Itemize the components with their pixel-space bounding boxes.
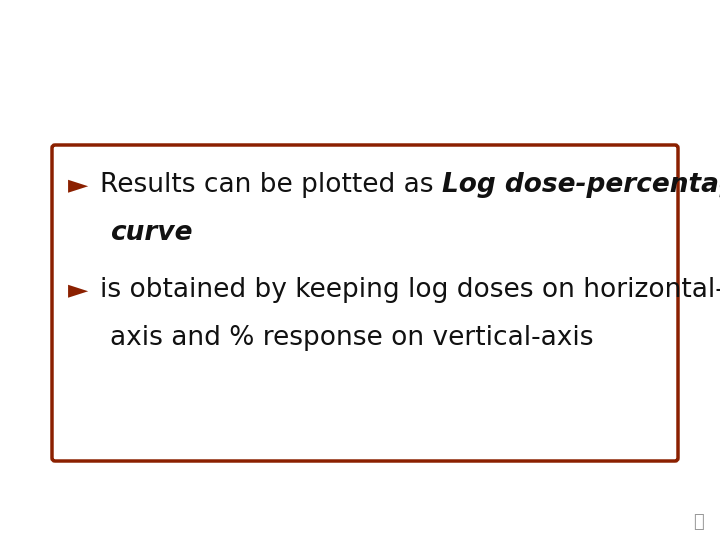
Text: Results can be plotted as: Results can be plotted as xyxy=(100,172,442,198)
Text: ►: ► xyxy=(68,172,89,198)
Text: 🔊: 🔊 xyxy=(693,513,703,531)
Text: curve: curve xyxy=(110,220,192,246)
Text: Log dose-percentage: Log dose-percentage xyxy=(442,172,720,198)
Text: is obtained by keeping log doses on horizontal-: is obtained by keeping log doses on hori… xyxy=(100,277,720,303)
FancyBboxPatch shape xyxy=(52,145,678,461)
Text: ►: ► xyxy=(68,277,89,303)
Text: axis and % response on vertical-axis: axis and % response on vertical-axis xyxy=(110,325,593,351)
